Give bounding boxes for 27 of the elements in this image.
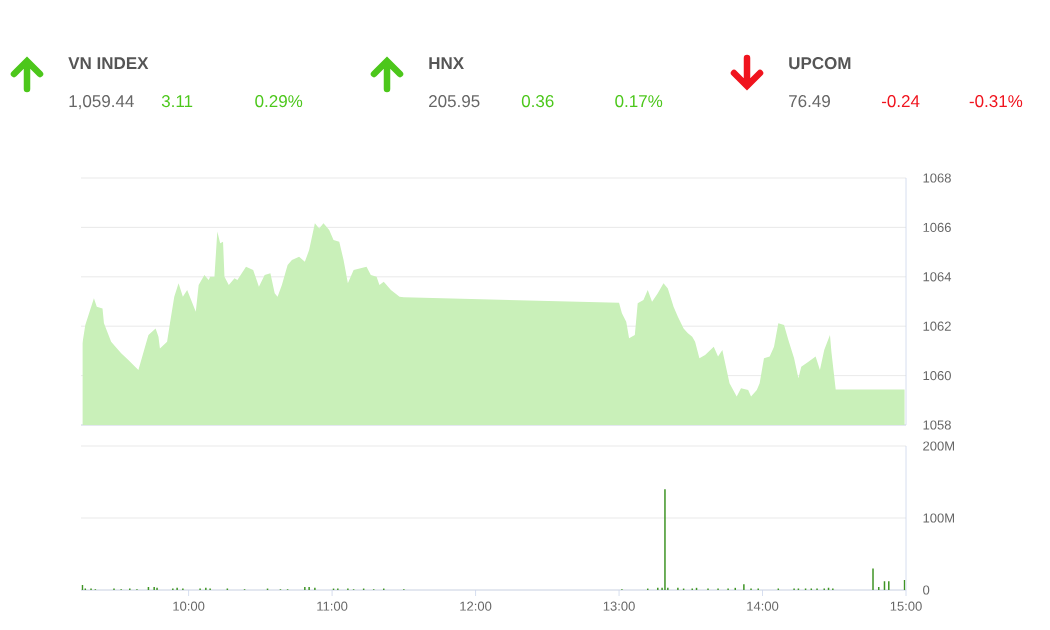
data-label: -0.24 <box>881 95 920 108</box>
y-tick-label: 200M <box>923 441 954 451</box>
text: 0.17% <box>615 95 663 108</box>
y-tick-label: 1062 <box>923 321 951 331</box>
data-label: 3.11 <box>161 95 193 108</box>
x-tick-label: 11:00 <box>317 601 348 611</box>
text: 205.95 <box>429 95 480 108</box>
x-tick-label: 10:00 <box>173 601 205 611</box>
text: 1,059.44 <box>69 95 134 110</box>
category-label: HNX <box>429 57 464 69</box>
y-tick-label: 1068 <box>923 173 951 183</box>
text: -0.31% <box>969 95 1023 108</box>
x-tick-label: 12:00 <box>460 601 492 611</box>
category-label: VN INDEX <box>68 57 149 69</box>
y-tick-label: 1066 <box>923 222 951 232</box>
x-tick-label: 13:00 <box>603 601 635 611</box>
y-tick-label: 0 <box>923 585 930 595</box>
x-tick-label: 15:00 <box>890 601 922 611</box>
y-tick-label: 1064 <box>923 272 952 282</box>
x-tick-label: 14:00 <box>747 601 779 611</box>
data-label: 0.36 <box>521 95 554 108</box>
text: 76.49 <box>789 95 830 108</box>
y-tick-label: 100M <box>923 513 954 523</box>
y-tick-label: 1060 <box>923 370 951 381</box>
text: 0.29% <box>255 95 303 108</box>
y-tick-label: 1058 <box>923 420 951 430</box>
category-label: UPCOM <box>789 57 851 70</box>
